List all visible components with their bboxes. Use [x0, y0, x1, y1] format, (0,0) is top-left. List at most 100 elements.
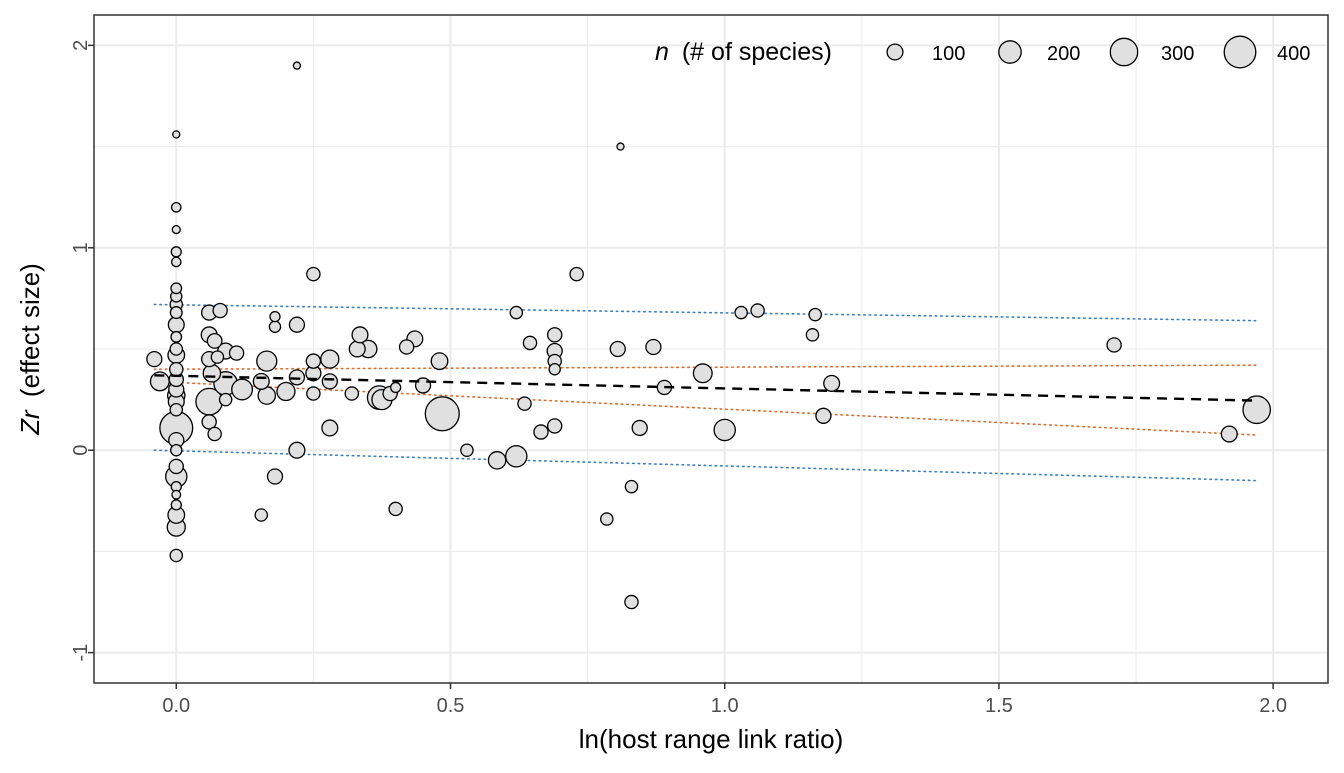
data-point — [170, 499, 182, 511]
data-point — [288, 369, 306, 386]
data-point — [306, 266, 321, 282]
data-point — [692, 363, 713, 384]
data-point — [645, 338, 662, 356]
data-point — [266, 468, 284, 485]
data-point — [808, 307, 822, 322]
legend-key-circle — [998, 40, 1022, 64]
data-point — [734, 305, 748, 320]
prediction-interval-upper — [153, 303, 1258, 322]
data-point — [321, 419, 339, 437]
y-tick-label: 0 — [70, 445, 92, 456]
data-point — [522, 335, 538, 351]
fit-line-layer — [154, 374, 1257, 402]
data-point — [624, 594, 639, 610]
data-point — [320, 349, 340, 369]
data-point — [169, 342, 184, 356]
data-point — [228, 345, 245, 361]
data-point — [424, 396, 460, 432]
data-point — [288, 441, 306, 459]
data-point — [170, 282, 183, 295]
data-point — [344, 386, 360, 401]
data-point — [609, 340, 626, 358]
data-point — [292, 61, 302, 70]
data-point — [631, 419, 648, 437]
data-point — [210, 350, 225, 364]
interval-bands — [153, 303, 1258, 482]
x-axis-title: ln(host range link ratio) — [579, 724, 843, 754]
data-point — [750, 303, 765, 318]
data-point — [218, 392, 233, 407]
prediction-interval-lower — [153, 449, 1258, 482]
data-point — [206, 332, 223, 349]
data-point — [546, 327, 563, 343]
data-point — [487, 451, 507, 470]
data-point — [169, 402, 184, 417]
x-tick-label: 0.0 — [162, 695, 190, 717]
data-point — [805, 328, 820, 342]
data-point — [169, 361, 184, 377]
legend-key-label: 200 — [1047, 43, 1080, 65]
data-point — [616, 142, 625, 151]
y-axis-title-variable: Zr — [15, 409, 45, 436]
data-point — [351, 326, 369, 344]
regression-line — [154, 374, 1257, 402]
data-point — [321, 373, 338, 390]
data-point — [168, 458, 184, 475]
legend-title-rest: (# of species) — [682, 38, 832, 66]
data-point — [1106, 337, 1122, 353]
data-point — [600, 512, 614, 526]
x-tick-label: 0.5 — [437, 695, 465, 717]
legend-key-circle — [1109, 37, 1139, 67]
x-tick-label: 1.5 — [985, 695, 1013, 717]
data-point — [533, 424, 549, 440]
data-point — [305, 353, 322, 369]
data-point — [624, 479, 639, 494]
legend-key-circle — [1223, 35, 1257, 69]
data-point — [388, 501, 403, 517]
data-point — [268, 320, 282, 333]
data-point — [212, 302, 228, 319]
legend-key-label: 400 — [1277, 43, 1310, 65]
data-point — [252, 372, 270, 390]
data-point — [171, 489, 182, 500]
data-point — [348, 340, 366, 358]
x-tick-label: 2.0 — [1259, 695, 1287, 717]
y-tick-label: 1 — [70, 242, 92, 253]
data-point — [430, 352, 449, 371]
y-axis-title: Zr (effect size) — [15, 263, 45, 436]
data-point — [201, 414, 217, 430]
data-point — [256, 350, 278, 372]
data-point — [815, 407, 832, 424]
data-point — [517, 396, 532, 411]
data-point — [306, 386, 321, 401]
data-point — [546, 418, 563, 434]
data-point — [231, 378, 254, 401]
data-point — [460, 443, 474, 457]
data-point — [509, 305, 524, 320]
data-point — [389, 381, 402, 394]
size-legend: n (# of species) 100 200 300 400 — [655, 35, 1310, 69]
data-point — [207, 426, 222, 442]
data-point — [823, 374, 841, 392]
legend-title: n (# of species) — [655, 38, 832, 66]
confidence-interval-lower — [153, 380, 1258, 436]
data-point — [398, 339, 415, 355]
data-point — [172, 130, 181, 139]
y-axis-title-rest: (effect size) — [15, 263, 45, 397]
legend-key-circle — [886, 43, 904, 61]
data-point — [170, 330, 183, 343]
data-point — [170, 443, 183, 457]
y-tick-label: -1 — [70, 644, 92, 662]
data-point — [171, 224, 181, 235]
data-point — [170, 201, 182, 213]
legend-title-variable: n — [655, 38, 669, 66]
data-point — [202, 363, 222, 383]
data-point — [1242, 395, 1272, 425]
panel-border — [93, 14, 1329, 684]
data-point — [169, 548, 184, 563]
data-point — [170, 256, 182, 268]
axes: 0.0 0.5 1.0 1.5 2.0 -1 0 1 2 — [70, 40, 1287, 717]
data-point — [505, 445, 528, 468]
